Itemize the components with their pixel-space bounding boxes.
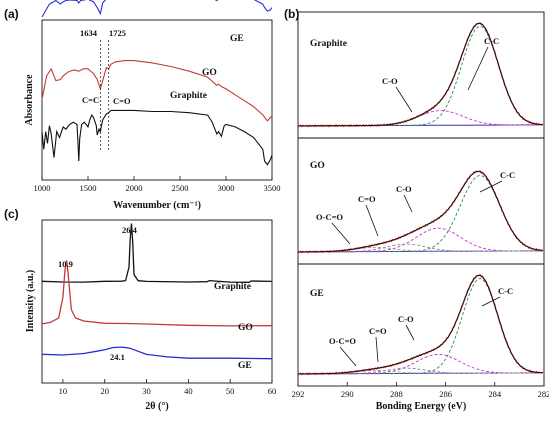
panel-a: (a) Absorbance Wavenumber (cm⁻¹) 1000 150… — [4, 0, 281, 211]
panel-c-frame — [41, 219, 273, 384]
panel-b-go-label-c-c: C-C — [500, 170, 515, 180]
panel-b-frame — [297, 11, 545, 387]
panel-c-anno-10-9: 10.9 — [58, 259, 73, 269]
panel-b-label-leader — [467, 46, 489, 91]
panel-b-component-peak — [298, 367, 543, 375]
panel-b-component-peak — [298, 243, 543, 253]
panel-c-x-ticks: 10 20 30 40 50 60 — [59, 379, 277, 396]
panel-c-tag-go: GO — [238, 323, 253, 333]
panel-c-anno-24-1: 24.1 — [110, 352, 125, 362]
panel-c: (c) Intensity (a.u.) 2θ (°) 10 20 30 40 50 60… — [4, 207, 276, 412]
panel-b-ge-label-c-eq-o: C=O — [369, 326, 387, 336]
panel-b-label-leader — [339, 346, 357, 367]
panel-b-graphite-label-c-o: C-O — [382, 76, 398, 86]
panel-c-tag-ge: GE — [238, 361, 252, 371]
panel-b-label-leader — [403, 194, 413, 213]
panel-b-go-label-c-eq-o: C=O — [358, 194, 376, 204]
panel-b-ge-label-o-c-eq-o: O-C=O — [329, 336, 356, 346]
panel-b-go-label-c-o: C-O — [396, 184, 412, 194]
panel-b-component-peak — [298, 353, 543, 375]
panel-b-go-label-o-c-eq-o: O-C=O — [316, 212, 343, 222]
panel-b-series — [297, 21, 544, 376]
panel-a-series-line — [41, 0, 273, 18]
panel-a-series — [41, 0, 273, 166]
panel-a-x-tick-label: 3500 — [264, 183, 281, 193]
panel-a-frame — [41, 19, 273, 181]
panel-a-x-tick-label: 2000 — [126, 183, 143, 193]
panel-a-anno-1634: 1634 — [80, 28, 98, 38]
panel-a-x-tick-label: 1500 — [80, 183, 97, 193]
panel-c-x-tick-label: 30 — [142, 386, 151, 396]
panel-b-envelope-line — [298, 274, 543, 375]
panel-b-tag-go: GO — [310, 161, 325, 171]
panel-a-x-tick-label: 3000 — [218, 183, 235, 193]
panel-b-component-peak — [298, 110, 543, 127]
panel-c-series-line — [41, 223, 273, 283]
panel-a-anno-c-eq-o: C=O — [113, 96, 131, 106]
panel-b-envelope-line — [298, 170, 543, 253]
panel-b-graphite-label-c-c: C-C — [484, 36, 499, 46]
panel-b-label-leader — [331, 222, 351, 245]
panel-a-letter: (a) — [4, 7, 19, 21]
panel-b-tag-ge: GE — [310, 289, 324, 299]
panel-a-x-tick-label: 2500 — [172, 183, 189, 193]
panel-b-x-ticks: 292 290 288 286 284 282 — [292, 382, 549, 399]
panel-a-x-label: Wavenumber (cm⁻¹) — [113, 200, 201, 211]
panel-b-label-leader — [479, 180, 503, 193]
panel-b-x-tick-label: 284 — [488, 389, 502, 399]
panel-b-tag-graphite: Graphite — [310, 39, 347, 49]
panel-c-tag-graphite: Graphite — [214, 282, 251, 292]
panel-b-x-label: Bonding Energy (eV) — [376, 401, 467, 412]
panel-b-label-leader — [375, 336, 379, 363]
panel-a-series-line — [41, 109, 273, 166]
panel-c-series — [41, 223, 273, 360]
panel-a-tag-ge: GE — [230, 34, 244, 44]
panel-b-x-tick-label: 282 — [538, 389, 549, 399]
panel-c-x-tick-label: 20 — [100, 386, 109, 396]
panel-a-x-ticks: 1000 1500 2000 2500 3000 3500 — [34, 176, 281, 193]
panel-b-label-leader — [481, 296, 501, 307]
panel-a-tag-go: GO — [202, 68, 217, 78]
panel-c-letter: (c) — [4, 207, 19, 221]
panel-c-x-label: 2θ (°) — [145, 401, 168, 412]
panel-c-anno-26-4: 26.4 — [122, 225, 138, 235]
panel-b-ge-label-c-o: C-O — [398, 314, 414, 324]
panel-b-letter: (b) — [284, 7, 299, 21]
panel-c-series-line — [41, 346, 273, 360]
panel-a-x-tick-label: 1000 — [34, 183, 51, 193]
panel-c-y-label: Intensity (a.u.) — [25, 270, 36, 333]
panel-c-series-line — [41, 260, 273, 327]
panel-b: (b) Bonding Energy (eV) 292 290 288 286 284 2… — [284, 7, 549, 412]
panel-a-tag-graphite: Graphite — [170, 91, 207, 101]
panel-c-x-tick-label: 50 — [226, 386, 235, 396]
panel-b-label-leader — [395, 86, 413, 113]
panel-c-x-tick-label: 40 — [184, 386, 193, 396]
panel-a-series-line — [41, 60, 273, 122]
panel-b-component-peak — [298, 227, 543, 253]
panel-a-y-label: Absorbance — [24, 74, 35, 126]
panel-c-x-tick-label: 60 — [268, 386, 277, 396]
panel-b-label-leader — [365, 204, 379, 237]
panel-a-anno-1725: 1725 — [109, 28, 126, 38]
panel-b-x-tick-label: 288 — [390, 389, 403, 399]
panel-a-anno-c-eq-c: C=C — [82, 95, 99, 105]
panel-b-label-leader — [405, 324, 415, 341]
panel-b-x-tick-label: 290 — [341, 389, 354, 399]
panel-b-x-tick-label: 292 — [292, 389, 305, 399]
panel-b-ge-label-c-c: C-C — [498, 286, 513, 296]
panel-c-x-tick-label: 10 — [59, 386, 68, 396]
panel-b-x-tick-label: 286 — [439, 389, 452, 399]
panel-b-envelope-line — [298, 22, 543, 127]
